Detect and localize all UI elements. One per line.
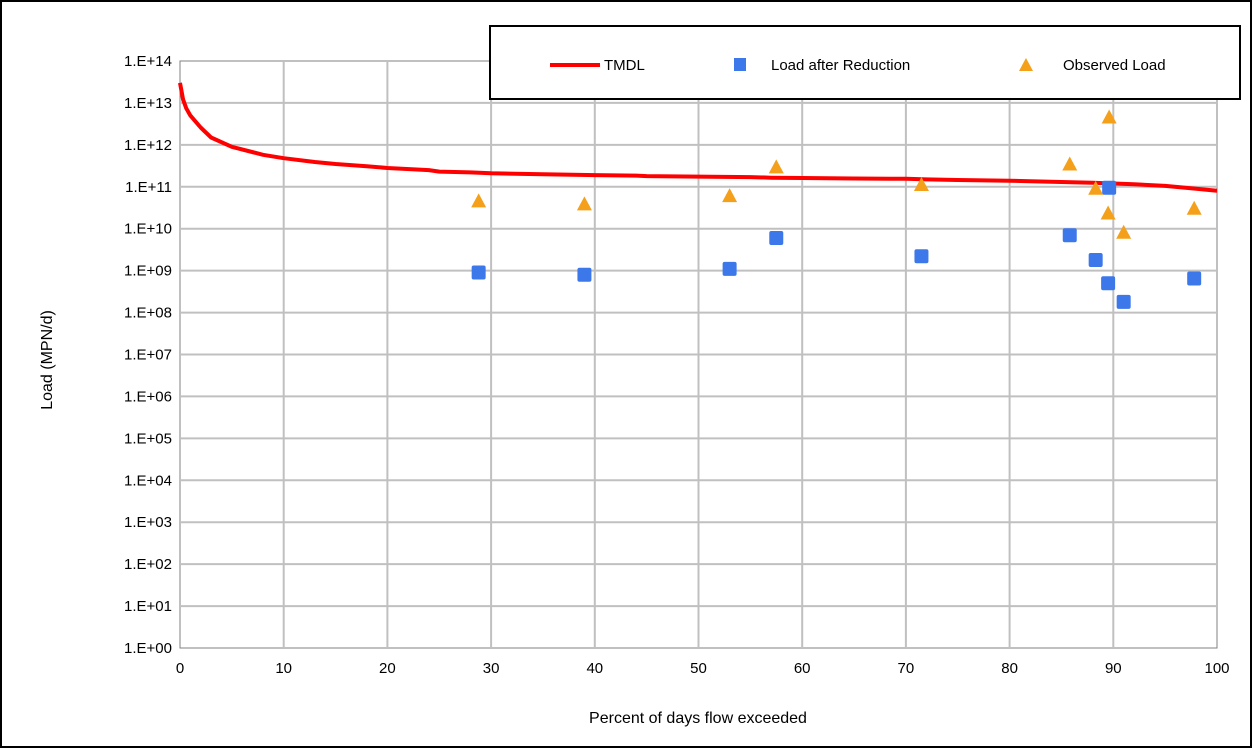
x-tick-label: 70 — [898, 660, 915, 677]
y-tick-label: 1.E+12 — [124, 137, 172, 154]
observed-load-point — [1186, 200, 1202, 215]
x-tick-label: 80 — [1001, 660, 1018, 677]
x-tick-label: 50 — [690, 660, 707, 677]
load-after-reduction-point — [1062, 228, 1077, 243]
tmdl-line — [178, 82, 1218, 193]
x-tick-label: 100 — [1204, 660, 1229, 677]
observed-load-point — [722, 188, 738, 203]
load-after-reduction-point — [1102, 180, 1117, 195]
x-tick-label: 60 — [794, 660, 811, 677]
y-axis: 1.E+00 1.E+01 1.E+02 1.E+03 1.E+04 1.E+05 1.E+… — [124, 53, 172, 657]
x-axis: 0 10 20 30 40 50 60 70 80 90 100 — [176, 660, 1230, 677]
y-tick-label: 1.E+05 — [124, 430, 172, 447]
observed-load-point — [1088, 180, 1104, 195]
legend-box — [489, 25, 1241, 100]
y-tick-label: 1.E+08 — [124, 305, 172, 322]
y-tick-label: 1.E+13 — [124, 95, 172, 112]
observed-load-point — [471, 193, 487, 208]
observed-load-point — [576, 196, 592, 211]
observed-load-point — [913, 177, 929, 192]
grid — [180, 61, 1217, 648]
load-after-reduction-point — [1101, 276, 1116, 291]
y-tick-label: 1.E+14 — [124, 53, 172, 70]
x-tick-label: 40 — [586, 660, 603, 677]
x-tick-label: 10 — [275, 660, 292, 677]
legend-load-after-reduction-label: Load after Reduction — [771, 57, 910, 74]
load-after-reduction-point — [471, 265, 486, 280]
y-tick-label: 1.E+00 — [124, 640, 172, 657]
load-after-reduction-point — [914, 249, 929, 264]
observed-load-point — [1101, 109, 1117, 124]
legend-observed-load-swatch — [1019, 58, 1033, 71]
x-tick-label: 20 — [379, 660, 396, 677]
legend: TMDL Load after Reduction Observed Load — [489, 25, 1241, 100]
y-tick-label: 1.E+04 — [124, 472, 172, 489]
y-tick-label: 1.E+02 — [124, 556, 172, 573]
observed-load-point — [1100, 205, 1116, 220]
x-tick-label: 30 — [483, 660, 500, 677]
load-after-reduction-point — [1187, 271, 1202, 286]
y-axis-title: Load (MPN/d) — [39, 310, 56, 410]
y-tick-label: 1.E+03 — [124, 514, 172, 531]
legend-observed-load-label: Observed Load — [1063, 57, 1166, 74]
y-tick-label: 1.E+06 — [124, 388, 172, 405]
load-after-reduction-point — [1116, 294, 1131, 309]
y-tick-label: 1.E+10 — [124, 221, 172, 238]
x-axis-title: Percent of days flow exceeded — [589, 710, 807, 727]
x-tick-label: 90 — [1105, 660, 1122, 677]
x-tick-label: 0 — [176, 660, 184, 677]
observed-load-point — [1062, 156, 1078, 171]
y-tick-label: 1.E+07 — [124, 347, 172, 364]
y-tick-label: 1.E+09 — [124, 263, 172, 280]
y-tick-label: 1.E+01 — [124, 598, 172, 615]
load-after-reduction-point — [1088, 252, 1103, 267]
load-after-reduction-point — [577, 267, 592, 282]
load-after-reduction-point — [769, 231, 784, 246]
y-tick-label: 1.E+11 — [125, 179, 172, 196]
legend-tmdl-label: TMDL — [604, 57, 645, 74]
load-after-reduction-point — [722, 261, 737, 276]
series-layer — [178, 82, 1218, 309]
observed-load-point — [1116, 224, 1132, 239]
legend-load-after-reduction-swatch — [734, 58, 746, 71]
observed-load-point — [768, 159, 784, 174]
